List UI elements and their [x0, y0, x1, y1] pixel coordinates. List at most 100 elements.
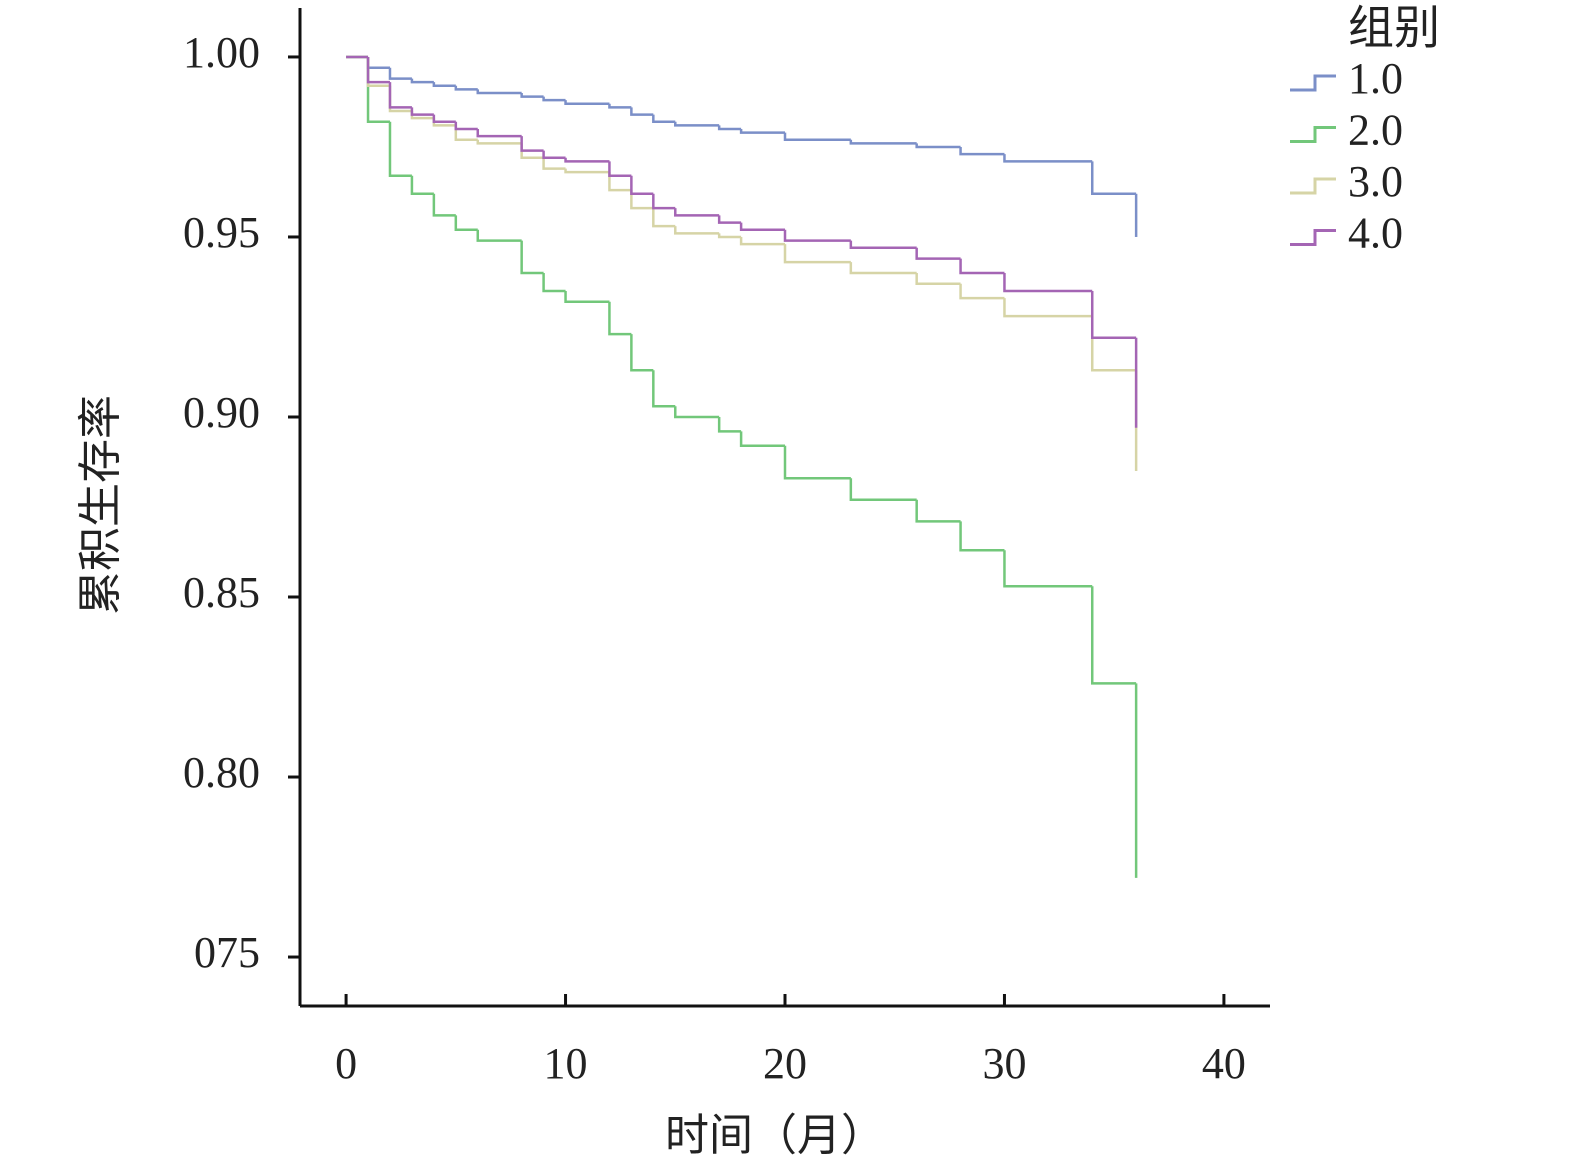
survival-step — [959, 146, 1005, 156]
survival-step — [849, 478, 917, 502]
survival-step — [959, 521, 1005, 552]
survival-step — [783, 132, 851, 142]
survival-step — [608, 172, 632, 192]
survival-step — [630, 107, 654, 116]
survival-step — [630, 190, 654, 210]
legend-label: 1.0 — [1348, 54, 1403, 103]
survival-step — [652, 208, 676, 228]
legend-label: 3.0 — [1348, 157, 1403, 206]
survival-step — [476, 229, 522, 242]
y-tick-label: 0.80 — [183, 748, 260, 797]
survival-step — [564, 168, 610, 174]
survival-step — [739, 128, 785, 134]
x-tick-label: 0 — [335, 1039, 357, 1088]
y-tick-label: 0.90 — [183, 388, 260, 437]
survival-step — [630, 334, 654, 372]
survival-step — [1090, 586, 1137, 685]
survival-step — [608, 161, 632, 178]
survival-step — [542, 157, 566, 170]
survival-step — [915, 143, 961, 149]
legend-icon — [1290, 177, 1336, 195]
survival-step — [849, 240, 917, 250]
survival-step — [410, 107, 434, 116]
survival-step — [608, 103, 632, 109]
survival-step — [454, 125, 478, 142]
y-tick-label: 075 — [194, 928, 260, 977]
survival-step — [520, 92, 544, 98]
survival-step — [388, 67, 412, 80]
survival-step — [674, 406, 720, 419]
y-tick-label: 0.85 — [183, 568, 260, 617]
survival-step — [454, 121, 478, 131]
survival-step — [366, 56, 390, 84]
survival-step — [542, 150, 566, 160]
legend-icon — [1290, 229, 1336, 246]
survival-step — [454, 215, 478, 232]
survival-step — [674, 226, 720, 235]
survival-step — [1090, 316, 1137, 372]
x-axis-label: 时间（月） — [665, 1111, 885, 1160]
survival-step — [520, 136, 544, 152]
survival-step — [717, 125, 742, 131]
survival-step — [542, 272, 566, 293]
survival-step — [717, 233, 742, 239]
survival-step — [542, 96, 566, 102]
survival-step — [739, 222, 785, 232]
survival-step — [849, 139, 917, 145]
survival-step — [674, 121, 720, 127]
y-tick-label: 0.95 — [183, 208, 260, 257]
survival-step — [783, 229, 851, 242]
x-tick-label: 10 — [544, 1039, 588, 1088]
legend-label: 4.0 — [1348, 209, 1403, 258]
x-tick-label: 20 — [763, 1039, 807, 1088]
survival-step — [783, 445, 851, 480]
legend-label: 2.0 — [1348, 106, 1403, 155]
survival-step — [1090, 161, 1137, 196]
survival-step — [717, 416, 742, 433]
survival-step — [717, 215, 742, 224]
survival-step — [739, 236, 785, 246]
survival-step — [915, 247, 961, 260]
survival-step — [630, 175, 654, 196]
survival-step — [410, 78, 434, 84]
survival-step — [652, 370, 676, 408]
survival-step — [366, 56, 390, 70]
survival-step — [432, 114, 456, 124]
survival-step — [520, 240, 544, 275]
survival-step — [959, 283, 1005, 300]
survival-step — [1090, 290, 1137, 340]
survival-step — [432, 193, 456, 217]
survival-step — [1003, 154, 1093, 163]
survival-step — [1003, 272, 1093, 293]
survival-step — [915, 499, 961, 523]
y-tick-label: 1.00 — [183, 28, 260, 77]
legend-title: 组别 — [1348, 3, 1440, 54]
survival-step — [476, 89, 522, 95]
survival-step — [739, 431, 785, 448]
survival-step — [608, 301, 632, 336]
survival-step — [564, 157, 610, 163]
survival-step — [432, 82, 456, 88]
survival-step — [454, 85, 478, 91]
survival-step — [388, 121, 412, 178]
survival-step — [783, 244, 851, 264]
survival-step — [915, 272, 961, 286]
survival-step — [476, 128, 522, 138]
legend-icon — [1290, 126, 1336, 143]
y-axis-label: 累积生存率 — [76, 395, 125, 615]
survival-step — [388, 82, 412, 109]
survival-step — [476, 139, 522, 145]
survival-step — [652, 193, 676, 210]
survival-step — [1003, 298, 1093, 318]
survival-step — [849, 262, 917, 275]
legend-icon — [1290, 74, 1336, 92]
x-tick-label: 30 — [982, 1039, 1026, 1088]
survival-step — [564, 100, 610, 106]
survival-step — [674, 208, 720, 217]
survival-step — [652, 114, 676, 124]
survival-step — [1003, 550, 1093, 588]
survival-step — [410, 175, 434, 196]
survival-step — [959, 258, 1005, 275]
x-tick-label: 40 — [1202, 1039, 1246, 1088]
